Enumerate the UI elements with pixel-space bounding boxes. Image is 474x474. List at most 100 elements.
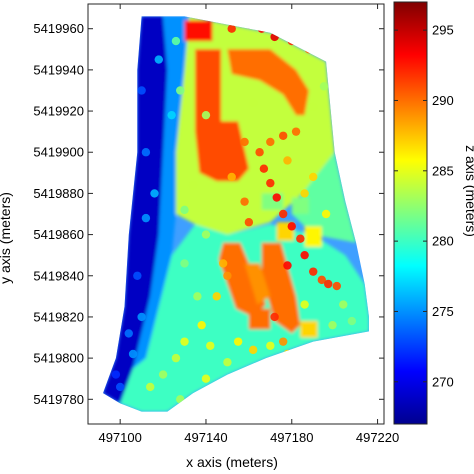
- surface-point: [193, 292, 202, 301]
- colorbar-tick-label: 275: [432, 304, 454, 319]
- surface-patch: [184, 20, 213, 42]
- surface-point: [248, 345, 258, 355]
- y-tick-label: 5419840: [33, 268, 84, 283]
- x-tick-label: 497180: [270, 430, 313, 445]
- y-tick-label: 5419940: [33, 62, 84, 77]
- surface-point: [223, 358, 232, 367]
- y-tick-label: 5419860: [33, 227, 84, 242]
- surface-patch: [133, 16, 189, 369]
- surface-point: [244, 218, 254, 227]
- x-ticks: 497100 497140 497180 497220: [98, 4, 399, 445]
- surface-point: [128, 349, 138, 359]
- surface-point: [317, 275, 326, 285]
- y-tick-label: 5419780: [33, 392, 84, 407]
- surface-point: [197, 320, 206, 330]
- surface-point: [201, 110, 211, 120]
- colorbar-bar: [393, 1, 428, 425]
- colorbar: 270 275 280 285 290 295 z axis (meters): [393, 1, 474, 425]
- y-ticks: 5419780 5419800 5419820 5419840 5419860 54198…: [33, 21, 384, 407]
- surface-patch: [103, 16, 168, 404]
- surface-point: [283, 349, 292, 359]
- surface-point: [257, 24, 266, 33]
- surface-point: [158, 370, 168, 379]
- surface-point: [146, 382, 155, 392]
- surface-point: [278, 131, 288, 140]
- surface-point: [233, 337, 243, 346]
- surface-point: [283, 261, 292, 270]
- surface-point: [300, 300, 309, 309]
- surface-point: [141, 213, 151, 223]
- surface-point: [266, 137, 275, 147]
- colorbar-ticks: 270 275 280 285 290 295: [394, 23, 454, 389]
- surface-point: [171, 36, 181, 46]
- surface-point: [227, 24, 236, 33]
- surface-point: [291, 127, 301, 136]
- surface-point: [266, 178, 275, 188]
- surface-point: [150, 189, 159, 198]
- y-axis-label: y axis (meters): [0, 192, 13, 284]
- surface-point: [111, 370, 121, 379]
- surface-point: [201, 374, 211, 383]
- colorbar-tick-label: 280: [432, 234, 454, 249]
- surface-point: [309, 102, 318, 112]
- surface-point: [347, 316, 357, 326]
- surface-point: [300, 250, 309, 260]
- surface-point: [304, 45, 314, 54]
- surface-patch: [291, 197, 309, 214]
- colorbar-tick-label: 290: [432, 93, 454, 108]
- surface-point: [154, 55, 163, 64]
- surface-point: [212, 292, 221, 301]
- surface-point: [141, 148, 151, 157]
- surface-point: [321, 209, 331, 219]
- surface-patch: [120, 224, 369, 412]
- colorbar-label: z axis (meters): [463, 145, 474, 237]
- x-axis-label: x axis (meters): [186, 454, 278, 470]
- plot-area: [103, 16, 369, 412]
- surface-point: [309, 172, 318, 182]
- surface-point: [188, 180, 198, 190]
- surface-point: [180, 259, 189, 268]
- x-tick-label: 497220: [356, 430, 399, 445]
- surface-point: [270, 312, 279, 322]
- surface-point: [259, 164, 269, 173]
- y-tick-label: 5419920: [33, 104, 84, 119]
- colorbar-tick-label: 295: [432, 23, 454, 38]
- surface-point: [296, 234, 305, 243]
- surface-point: [319, 82, 329, 91]
- surface-patch: [300, 321, 318, 338]
- surface-point: [227, 172, 236, 182]
- surface-patch: [304, 226, 322, 247]
- surface-patch: [248, 308, 271, 330]
- surface-patch: [227, 49, 309, 116]
- surface-point: [283, 156, 292, 165]
- axes-box: [87, 3, 385, 425]
- surface-point: [137, 86, 146, 95]
- y-tick-label: 5419960: [33, 21, 84, 36]
- surface-point: [266, 341, 275, 350]
- surface-point: [115, 382, 125, 392]
- surface-patch: [291, 152, 357, 243]
- surface-point: [180, 205, 189, 215]
- surface-point: [324, 279, 333, 289]
- y-tick-label: 5419880: [33, 186, 84, 201]
- surface-patch: [218, 242, 266, 317]
- surface-point: [328, 320, 337, 330]
- y-tick-label: 5419820: [33, 309, 84, 324]
- surface-point: [171, 353, 181, 363]
- surface-point: [240, 137, 249, 147]
- surface-point: [176, 86, 185, 95]
- surface-point: [309, 267, 318, 276]
- x-tick-label: 497140: [184, 430, 227, 445]
- surface-point: [126, 24, 136, 33]
- surface-point: [332, 281, 342, 291]
- surface-point: [124, 329, 133, 338]
- surface-point: [255, 148, 264, 157]
- surface-point: [133, 271, 142, 280]
- surface-point: [278, 209, 288, 219]
- surface-point: [223, 271, 232, 280]
- surface-patches: [103, 16, 369, 412]
- x-tick-label: 497100: [98, 430, 141, 445]
- surface-point: [167, 110, 176, 120]
- surface-point: [278, 337, 288, 346]
